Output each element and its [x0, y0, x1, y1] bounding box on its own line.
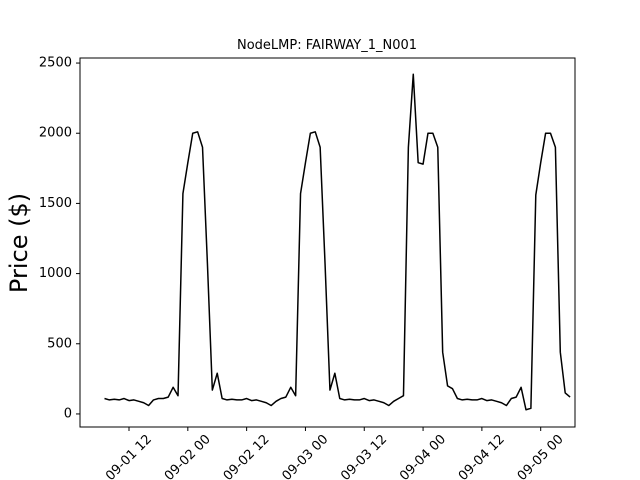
y-tick-label: 1500: [39, 196, 72, 211]
x-tick-label: 09-04 00: [397, 432, 449, 480]
x-tick-label: 09-02 00: [162, 432, 214, 480]
chart-title: NodeLMP: FAIRWAY_1_N001: [237, 38, 417, 53]
price-line: [104, 73, 571, 411]
x-tick-label: 09-03 00: [279, 432, 331, 480]
x-tick-label: 09-01 12: [103, 432, 155, 480]
y-axis-label: Price ($): [5, 193, 33, 293]
x-tick-label: 09-05 00: [515, 432, 567, 480]
y-tick-label: 2000: [39, 126, 72, 141]
y-tick-label: 0: [64, 406, 72, 421]
y-tick-label: 2500: [39, 56, 72, 71]
y-tick-label: 500: [47, 336, 72, 351]
y-tick-label: 1000: [39, 266, 72, 281]
plot-frame: [79, 57, 576, 428]
x-tick-label: 09-03 12: [338, 432, 390, 480]
x-tick-label: 09-04 12: [456, 432, 508, 480]
x-tick-label: 09-02 12: [221, 432, 273, 480]
